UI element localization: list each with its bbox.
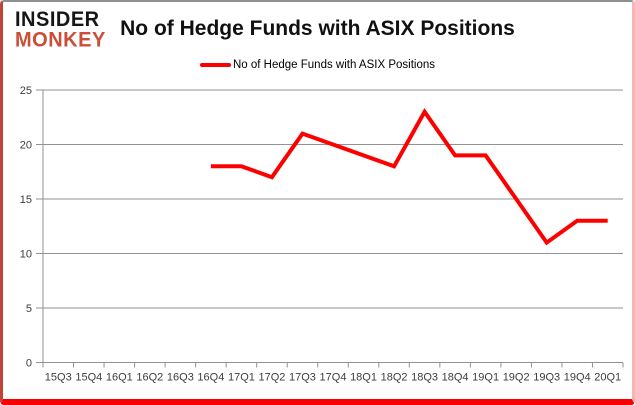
x-tick-label: 16Q4: [197, 372, 224, 384]
insider-monkey-logo: INSIDER MONKEY: [15, 7, 106, 53]
x-tick-label: 16Q3: [167, 372, 194, 384]
x-tick-label: 17Q3: [289, 372, 316, 384]
y-tick-label: 10: [20, 249, 32, 261]
y-tick-label: 5: [26, 303, 32, 315]
x-tick-label: 19Q2: [503, 372, 530, 384]
x-tick-label: 15Q3: [45, 372, 72, 384]
legend-label: No of Hedge Funds with ASIX Positions: [233, 59, 435, 71]
y-tick-label: 20: [20, 140, 32, 152]
y-tick-label: 15: [20, 194, 32, 206]
x-tick-label: 18Q1: [350, 372, 377, 384]
chart-title: No of Hedge Funds with ASIX Positions: [120, 17, 515, 40]
x-tick-label: 19Q1: [472, 372, 499, 384]
x-tick-label: 15Q4: [75, 372, 102, 384]
x-tick-label: 17Q4: [320, 372, 347, 384]
x-tick-label: 18Q2: [381, 372, 408, 384]
data-series-line: [210, 108, 608, 246]
legend: No of Hedge Funds with ASIX Positions: [3, 59, 632, 71]
y-tick-label: 0: [26, 358, 32, 370]
y-tick-label: 25: [20, 85, 32, 97]
x-tick-label: 17Q1: [228, 372, 255, 384]
logo-text-insider: INSIDER: [15, 7, 100, 32]
x-tick-label: 16Q2: [136, 372, 163, 384]
legend-line-marker: [200, 63, 231, 67]
x-tick-label: 18Q3: [411, 372, 438, 384]
x-tick-label: 19Q3: [533, 372, 560, 384]
x-tick-label: 18Q4: [442, 372, 469, 384]
x-tick-label: 20Q1: [594, 372, 621, 384]
x-tick-label: 16Q1: [106, 372, 133, 384]
x-tick-label: 19Q4: [564, 372, 591, 384]
logo-text-monkey: MONKEY: [15, 28, 106, 53]
x-tick-label: 17Q2: [258, 372, 285, 384]
